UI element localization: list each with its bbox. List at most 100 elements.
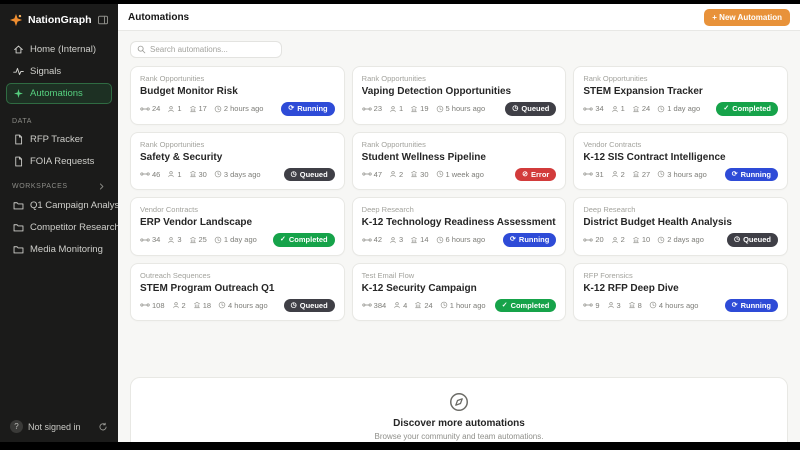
sidebar-item-rfp-tracker[interactable]: RFP Tracker <box>6 129 112 150</box>
automation-card[interactable]: Rank Opportunities Student Wellness Pipe… <box>351 131 567 190</box>
agent-icon <box>389 236 397 244</box>
brand: NationGraph <box>0 4 118 34</box>
clock-icon <box>436 105 444 113</box>
card-title: Budget Monitor Risk <box>140 86 238 97</box>
flow-icon <box>583 170 593 178</box>
automation-card[interactable]: Rank Opportunities Budget Monitor Risk 2… <box>130 66 345 125</box>
org-icon <box>189 236 197 244</box>
time-stat: 3 hours ago <box>657 170 707 179</box>
card-category: Deep Research <box>583 205 636 214</box>
card-category: Rank Opportunities <box>140 139 205 149</box>
automation-card[interactable]: Rank Opportunities Safety & Security 46 … <box>130 131 345 190</box>
file-icon <box>13 156 24 167</box>
sidebar-nav: Home (Internal) Signals Automations <box>0 34 118 109</box>
folder-icon <box>13 222 24 233</box>
org-stat: 17 <box>189 104 207 113</box>
search-box <box>130 41 282 58</box>
automation-card[interactable]: Test Email Flow K-12 Security Campaign 3… <box>351 262 567 321</box>
flow-icon <box>140 236 150 244</box>
search-input[interactable] <box>150 45 275 54</box>
sidebar-item-label: Q1 Campaign Analysis <box>30 200 127 211</box>
card-meta: 46 1 30 3 days ago ◷ Queued <box>140 167 335 181</box>
automation-card[interactable]: RFP Forensics K-12 RFP Deep Dive 9 3 8 4… <box>573 262 788 321</box>
automation-card[interactable]: Vendor Contracts ERP Vendor Landscape 34… <box>130 197 345 256</box>
sidebar-item-label: Competitor Research <box>30 222 120 233</box>
clock-icon <box>657 105 665 113</box>
automation-card[interactable]: Outreach Sequences STEM Program Outreach… <box>130 262 345 321</box>
agent-icon <box>393 301 401 309</box>
status-badge: ⊘ Error <box>515 167 557 181</box>
card-meta: 47 2 30 1 week ago ⊘ Error <box>362 167 557 181</box>
agent-icon <box>611 236 619 244</box>
sidebar: NationGraph Home (Internal) Signals Auto… <box>0 4 126 442</box>
status-badge: ✓ Completed <box>273 233 335 247</box>
time-stat: 4 hours ago <box>649 301 698 310</box>
status-badge: ✓ Completed <box>494 298 557 312</box>
sidebar-item-label: Automations <box>30 88 83 99</box>
status-badge: ◷ Queued <box>283 298 335 312</box>
agent-stat: 1 <box>389 104 403 113</box>
agent-icon <box>389 170 397 178</box>
sidebar-item-home-internal-[interactable]: Home (Internal) <box>6 39 112 60</box>
org-icon <box>628 301 636 309</box>
status-badge: ◷ Queued <box>726 233 778 247</box>
status-badge: ⟳ Running <box>503 233 557 247</box>
clock-icon <box>657 236 665 244</box>
sidebar-item-label: Signals <box>30 66 62 77</box>
status-icon: ✓ <box>501 301 508 309</box>
agent-stat: 2 <box>389 170 403 179</box>
clock-icon <box>440 301 448 309</box>
card-title: K-12 Security Campaign <box>361 282 477 294</box>
clock-icon <box>649 301 657 309</box>
org-stat: 14 <box>410 235 429 244</box>
card-meta: 384 4 24 1 hour ago ✓ Completed <box>362 298 557 312</box>
card-title: K-12 SIS Contract Intelligence <box>583 151 726 163</box>
main-header: Automations + New Automation <box>118 4 800 31</box>
sidebar-item-media-monitoring[interactable]: Media Monitoring <box>6 239 112 260</box>
status-icon: ◷ <box>290 170 297 178</box>
org-stat: 24 <box>414 301 433 310</box>
sidebar-collapse-icon[interactable] <box>97 14 109 26</box>
card-meta: 34 1 24 1 day ago ✓ Completed <box>583 102 778 116</box>
org-stat: 27 <box>632 170 650 179</box>
sidebar-section: WORKSPACES Q1 Campaign Analysis Competit… <box>0 173 126 260</box>
sidebar-item-q1-campaign-analysis[interactable]: Q1 Campaign Analysis <box>6 195 126 216</box>
time-stat: 1 hour ago <box>440 301 486 310</box>
automation-card[interactable]: Deep Research District Budget Health Ana… <box>573 197 788 256</box>
agent-stat: 1 <box>167 104 182 113</box>
flow-stat: 384 <box>362 301 386 310</box>
time-stat: 3 days ago <box>214 170 261 179</box>
agent-icon <box>389 105 397 113</box>
agent-icon <box>167 105 175 113</box>
flow-stat: 34 <box>583 104 604 113</box>
new-automation-button[interactable]: + New Automation <box>704 8 790 26</box>
agent-stat: 2 <box>611 170 625 179</box>
sidebar-footer[interactable]: ? Not signed in <box>0 411 118 442</box>
discover-subtitle: Browse your community and team automatio… <box>374 432 544 441</box>
automation-card[interactable]: Vendor Contracts K-12 SIS Contract Intel… <box>573 131 788 190</box>
status-icon: ◷ <box>290 301 297 309</box>
sidebar-item-foia-requests[interactable]: FOIA Requests <box>6 151 112 172</box>
sidebar-item-competitor-research[interactable]: Competitor Research <box>6 217 120 238</box>
refresh-icon[interactable] <box>98 422 108 432</box>
time-stat: 1 day ago <box>214 235 257 244</box>
card-meta: 24 1 17 2 hours ago ⟳ Running <box>140 102 335 116</box>
org-icon <box>632 105 640 113</box>
discover-title: Discover more automations <box>393 418 525 429</box>
org-icon <box>414 301 422 309</box>
automation-card[interactable]: Rank Opportunities Vaping Detection Oppo… <box>351 66 567 125</box>
agent-icon <box>172 301 180 309</box>
automation-card[interactable]: Rank Opportunities STEM Expansion Tracke… <box>573 66 788 125</box>
chevron-right-icon[interactable] <box>97 182 106 191</box>
automation-card[interactable]: Deep Research K-12 Technology Readiness … <box>351 197 567 256</box>
sidebar-item-automations[interactable]: Automations <box>6 83 112 104</box>
status-badge: ✓ Completed <box>716 102 778 116</box>
org-icon <box>632 170 640 178</box>
status-icon: ◷ <box>512 105 519 112</box>
agent-icon <box>611 105 619 113</box>
org-stat: 30 <box>410 170 429 179</box>
card-title: STEM Expansion Tracker <box>583 86 703 97</box>
sidebar-item-signals[interactable]: Signals <box>6 61 112 82</box>
org-icon <box>410 105 418 113</box>
card-title: K-12 Technology Readiness Assessment <box>361 217 556 228</box>
